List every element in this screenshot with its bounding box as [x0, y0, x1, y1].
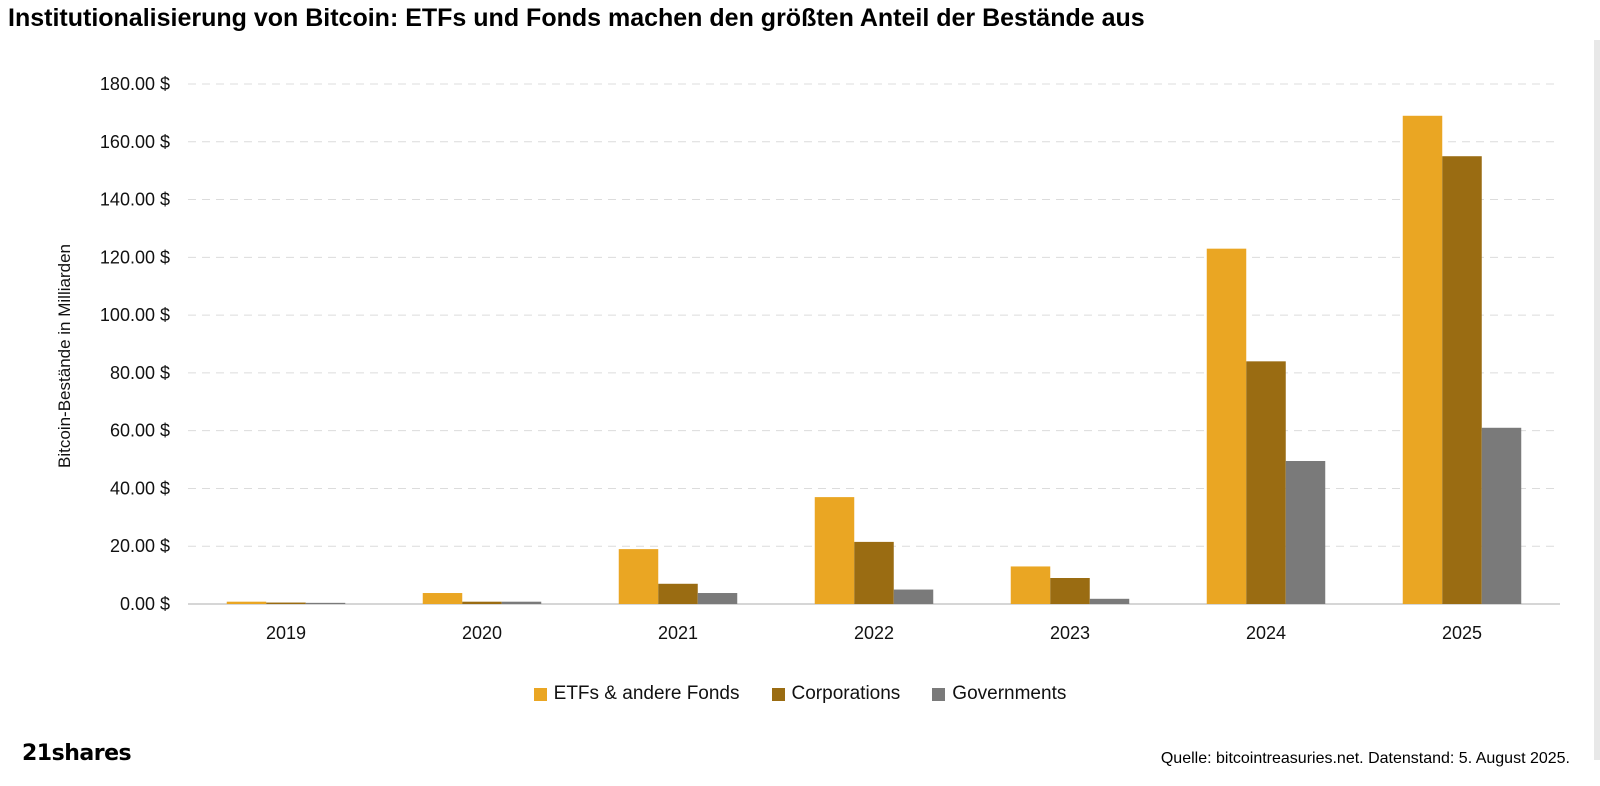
- bar: [1442, 156, 1482, 604]
- bar: [1206, 248, 1247, 604]
- bar: [501, 601, 542, 604]
- bar: [266, 602, 306, 604]
- legend-item-governments: Governments: [932, 683, 1066, 705]
- bar: [1402, 115, 1443, 605]
- bar: [226, 601, 267, 604]
- source-note: Quelle: bitcointreasuries.net. Datenstan…: [1160, 750, 1570, 767]
- y-tick-label: 0.00 $: [120, 594, 170, 614]
- bar: [305, 602, 346, 604]
- y-tick-label: 120.00 $: [100, 247, 170, 267]
- bar: [462, 601, 502, 604]
- legend-label-etfs: ETFs & andere Fonds: [553, 683, 740, 704]
- y-tick-label: 100.00 $: [100, 305, 170, 325]
- brand-logo: 21shares: [22, 741, 132, 766]
- legend-swatch-governments: [932, 687, 946, 701]
- y-tick-label: 160.00 $: [100, 132, 170, 152]
- bar: [1089, 598, 1130, 604]
- y-tick-label: 80.00 $: [110, 363, 170, 383]
- y-tick-label: 140.00 $: [100, 190, 170, 210]
- bar: [893, 589, 934, 604]
- x-tick-label: 2022: [854, 623, 894, 643]
- bar: [814, 497, 855, 604]
- bar: [1246, 361, 1286, 604]
- y-tick-label: 60.00 $: [110, 421, 170, 441]
- bar: [697, 593, 738, 604]
- y-tick-label: 180.00 $: [100, 74, 170, 94]
- x-tick-label: 2019: [266, 623, 306, 643]
- bar: [1050, 578, 1090, 604]
- bar: [422, 593, 463, 604]
- x-tick-label: 2023: [1050, 623, 1090, 643]
- x-tick-label: 2021: [658, 623, 698, 643]
- x-tick-label: 2024: [1246, 623, 1286, 643]
- legend-swatch-etfs: [533, 687, 547, 701]
- bar: [1010, 566, 1051, 604]
- y-tick-label: 20.00 $: [110, 536, 170, 556]
- bar: [854, 541, 894, 604]
- y-tick-label: 40.00 $: [110, 478, 170, 498]
- legend-label-corporations: Corporations: [791, 683, 901, 704]
- x-tick-label: 2025: [1442, 623, 1482, 643]
- legend: ETFs & andere Fonds Corporations Governm…: [0, 683, 1600, 705]
- bar: [1481, 427, 1522, 604]
- x-tick-label: 2020: [462, 623, 502, 643]
- chart-title: Institutionalisierung von Bitcoin: ETFs …: [8, 4, 1145, 32]
- bar: [618, 549, 659, 604]
- bar: [1285, 461, 1326, 604]
- bar: [658, 583, 698, 604]
- legend-item-corporations: Corporations: [771, 683, 901, 705]
- legend-swatch-corporations: [771, 687, 785, 701]
- y-axis-label: Bitcoin-Bestände in Milliarden: [55, 244, 74, 468]
- window-edge: [1594, 40, 1600, 760]
- legend-item-etfs: ETFs & andere Fonds: [533, 683, 740, 705]
- legend-label-governments: Governments: [952, 683, 1067, 704]
